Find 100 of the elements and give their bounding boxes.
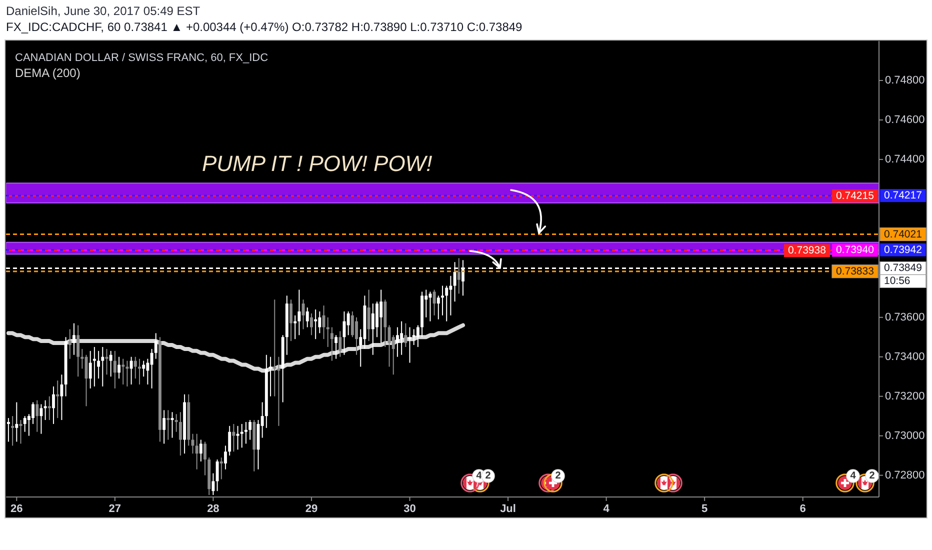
candlestick bbox=[162, 410, 166, 444]
annotation: 2 bbox=[869, 470, 876, 482]
candlestick bbox=[88, 350, 92, 389]
candlestick bbox=[68, 328, 72, 360]
candlestick bbox=[248, 420, 252, 440]
candlestick bbox=[404, 322, 408, 348]
candlestick bbox=[371, 303, 374, 356]
candlestick bbox=[298, 289, 301, 336]
y-tick-label: 0.72800 bbox=[885, 469, 925, 482]
candlestick bbox=[212, 472, 215, 496]
candlestick bbox=[334, 334, 338, 360]
candlestick bbox=[416, 324, 420, 348]
candlestick bbox=[350, 310, 354, 338]
candlestick bbox=[380, 289, 383, 344]
candlestick bbox=[60, 374, 64, 421]
candlestick bbox=[166, 410, 170, 440]
candlestick bbox=[52, 386, 55, 424]
candlestick bbox=[355, 316, 358, 356]
annotation: 4 bbox=[850, 470, 856, 482]
candlestick bbox=[216, 458, 219, 492]
candlestick bbox=[457, 258, 460, 294]
candlestick bbox=[199, 439, 202, 462]
text: 10:56 bbox=[884, 275, 910, 288]
candlestick bbox=[330, 326, 334, 362]
candlestick bbox=[44, 400, 47, 421]
candlestick bbox=[11, 416, 14, 446]
candlestick bbox=[154, 332, 158, 360]
ref-line-label: 0.73938 bbox=[788, 244, 826, 257]
annotation: 4 bbox=[476, 470, 482, 482]
candlestick bbox=[76, 324, 80, 378]
candlestick bbox=[101, 346, 104, 387]
candlestick bbox=[122, 358, 125, 385]
x-tick-label: 30 bbox=[404, 503, 416, 515]
candlestick bbox=[314, 308, 318, 340]
candlestick bbox=[432, 289, 436, 316]
candlestick bbox=[436, 295, 440, 320]
candlestick bbox=[318, 310, 322, 334]
x-tick-label: 26 bbox=[10, 503, 23, 515]
candlestick bbox=[138, 358, 141, 385]
candlestick bbox=[346, 310, 350, 336]
candlestick bbox=[109, 350, 112, 378]
ref-line-label: 0.74215 bbox=[836, 190, 874, 202]
candlestick bbox=[118, 356, 120, 380]
candlestick bbox=[92, 346, 96, 387]
candlestick bbox=[376, 301, 378, 338]
candlestick bbox=[36, 400, 39, 432]
candlestick bbox=[400, 320, 404, 356]
y-tick-label: 0.73200 bbox=[885, 390, 925, 402]
candlestick bbox=[40, 404, 43, 434]
candlestick bbox=[445, 285, 448, 322]
candlestick bbox=[224, 445, 227, 470]
candlestick bbox=[6, 418, 10, 442]
candlestick bbox=[273, 299, 276, 397]
candlestick bbox=[174, 414, 178, 432]
y-tick-label: 0.73400 bbox=[885, 350, 925, 363]
x-tick-label: 6 bbox=[800, 503, 806, 515]
x-tick-label: Jul bbox=[500, 503, 516, 515]
candlestick bbox=[396, 326, 399, 358]
annotation: 2 bbox=[555, 470, 562, 482]
candlestick bbox=[113, 350, 116, 389]
candlestick bbox=[126, 360, 129, 387]
candlestick bbox=[326, 316, 330, 348]
x-tick-label: 29 bbox=[305, 503, 318, 515]
x-tick-label: 5 bbox=[702, 503, 708, 515]
ref-line-label: 0.74021 bbox=[884, 228, 922, 240]
annotation: 2 bbox=[485, 470, 492, 482]
ref-line-label: 0.73940 bbox=[836, 244, 874, 256]
candlestick bbox=[204, 441, 206, 476]
ref-line-label: 0.74217 bbox=[884, 190, 922, 202]
candlestick bbox=[72, 322, 76, 356]
y-tick-label: 0.74400 bbox=[885, 153, 925, 166]
candlestick bbox=[191, 433, 194, 454]
ref-line-label: 0.73942 bbox=[884, 244, 922, 256]
y-tick-label: 0.73000 bbox=[885, 430, 925, 442]
ref-line-label: 0.73833 bbox=[836, 265, 874, 278]
text: DanielSih, June 30, 2017 05:49 EST bbox=[6, 4, 201, 18]
candlestick bbox=[130, 356, 133, 385]
candlestick bbox=[240, 423, 244, 448]
line-series bbox=[6, 323, 465, 373]
text: CANADIAN DOLLAR / SWISS FRANC, 60, FX_IDC bbox=[15, 52, 268, 64]
candlestick bbox=[310, 312, 313, 336]
candlestick bbox=[244, 421, 248, 444]
candlestick bbox=[412, 328, 416, 346]
y-tick-label: 0.73600 bbox=[885, 311, 925, 324]
candlestick bbox=[269, 356, 272, 397]
candlestick bbox=[134, 356, 137, 380]
candlestick bbox=[97, 350, 100, 380]
candlestick bbox=[195, 433, 198, 470]
candlestick bbox=[306, 306, 309, 328]
candlestick bbox=[441, 285, 444, 316]
candlestick bbox=[142, 360, 146, 378]
candlestick bbox=[232, 423, 236, 452]
x-tick-label: 28 bbox=[207, 503, 220, 515]
x-tick-label: 4 bbox=[603, 503, 610, 515]
candlestick bbox=[290, 299, 292, 342]
candlestick bbox=[32, 402, 34, 424]
candlestick bbox=[302, 299, 305, 330]
candlestick bbox=[228, 425, 232, 456]
candlestick bbox=[428, 291, 432, 322]
candlestick bbox=[294, 314, 297, 340]
